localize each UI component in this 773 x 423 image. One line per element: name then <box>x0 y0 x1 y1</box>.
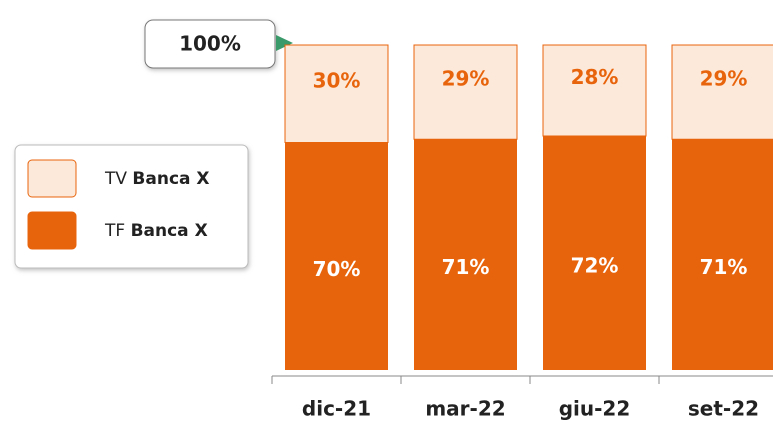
legend-swatch <box>27 211 77 250</box>
data-label: 29% <box>700 67 748 91</box>
data-label: 71% <box>700 255 748 279</box>
legend-label: TV Banca X <box>104 169 210 189</box>
callout-pointer <box>276 35 293 51</box>
bar-segment <box>542 44 647 137</box>
callout-box <box>144 19 276 69</box>
data-label: 28% <box>571 65 619 89</box>
bar-segment <box>671 44 773 140</box>
bar-segment <box>672 139 773 370</box>
bar-segment <box>284 44 389 143</box>
legend-swatch <box>27 159 77 198</box>
x-tick-label: giu-22 <box>559 397 631 421</box>
x-tick-label: set-22 <box>688 397 759 421</box>
data-label: 29% <box>442 67 490 91</box>
data-label: 30% <box>313 68 361 92</box>
data-label: 72% <box>571 254 619 278</box>
x-tick-label: mar-22 <box>425 397 505 421</box>
bar-segment <box>414 139 517 370</box>
bar-segment <box>543 136 646 370</box>
bar-segment <box>413 44 518 140</box>
x-tick-label: dic-21 <box>302 397 371 421</box>
annotation: 100% <box>179 32 241 56</box>
data-label: 70% <box>313 257 361 281</box>
legend-label: TF Banca X <box>104 221 208 241</box>
data-label: 71% <box>442 255 490 279</box>
bar-segment <box>285 142 388 370</box>
